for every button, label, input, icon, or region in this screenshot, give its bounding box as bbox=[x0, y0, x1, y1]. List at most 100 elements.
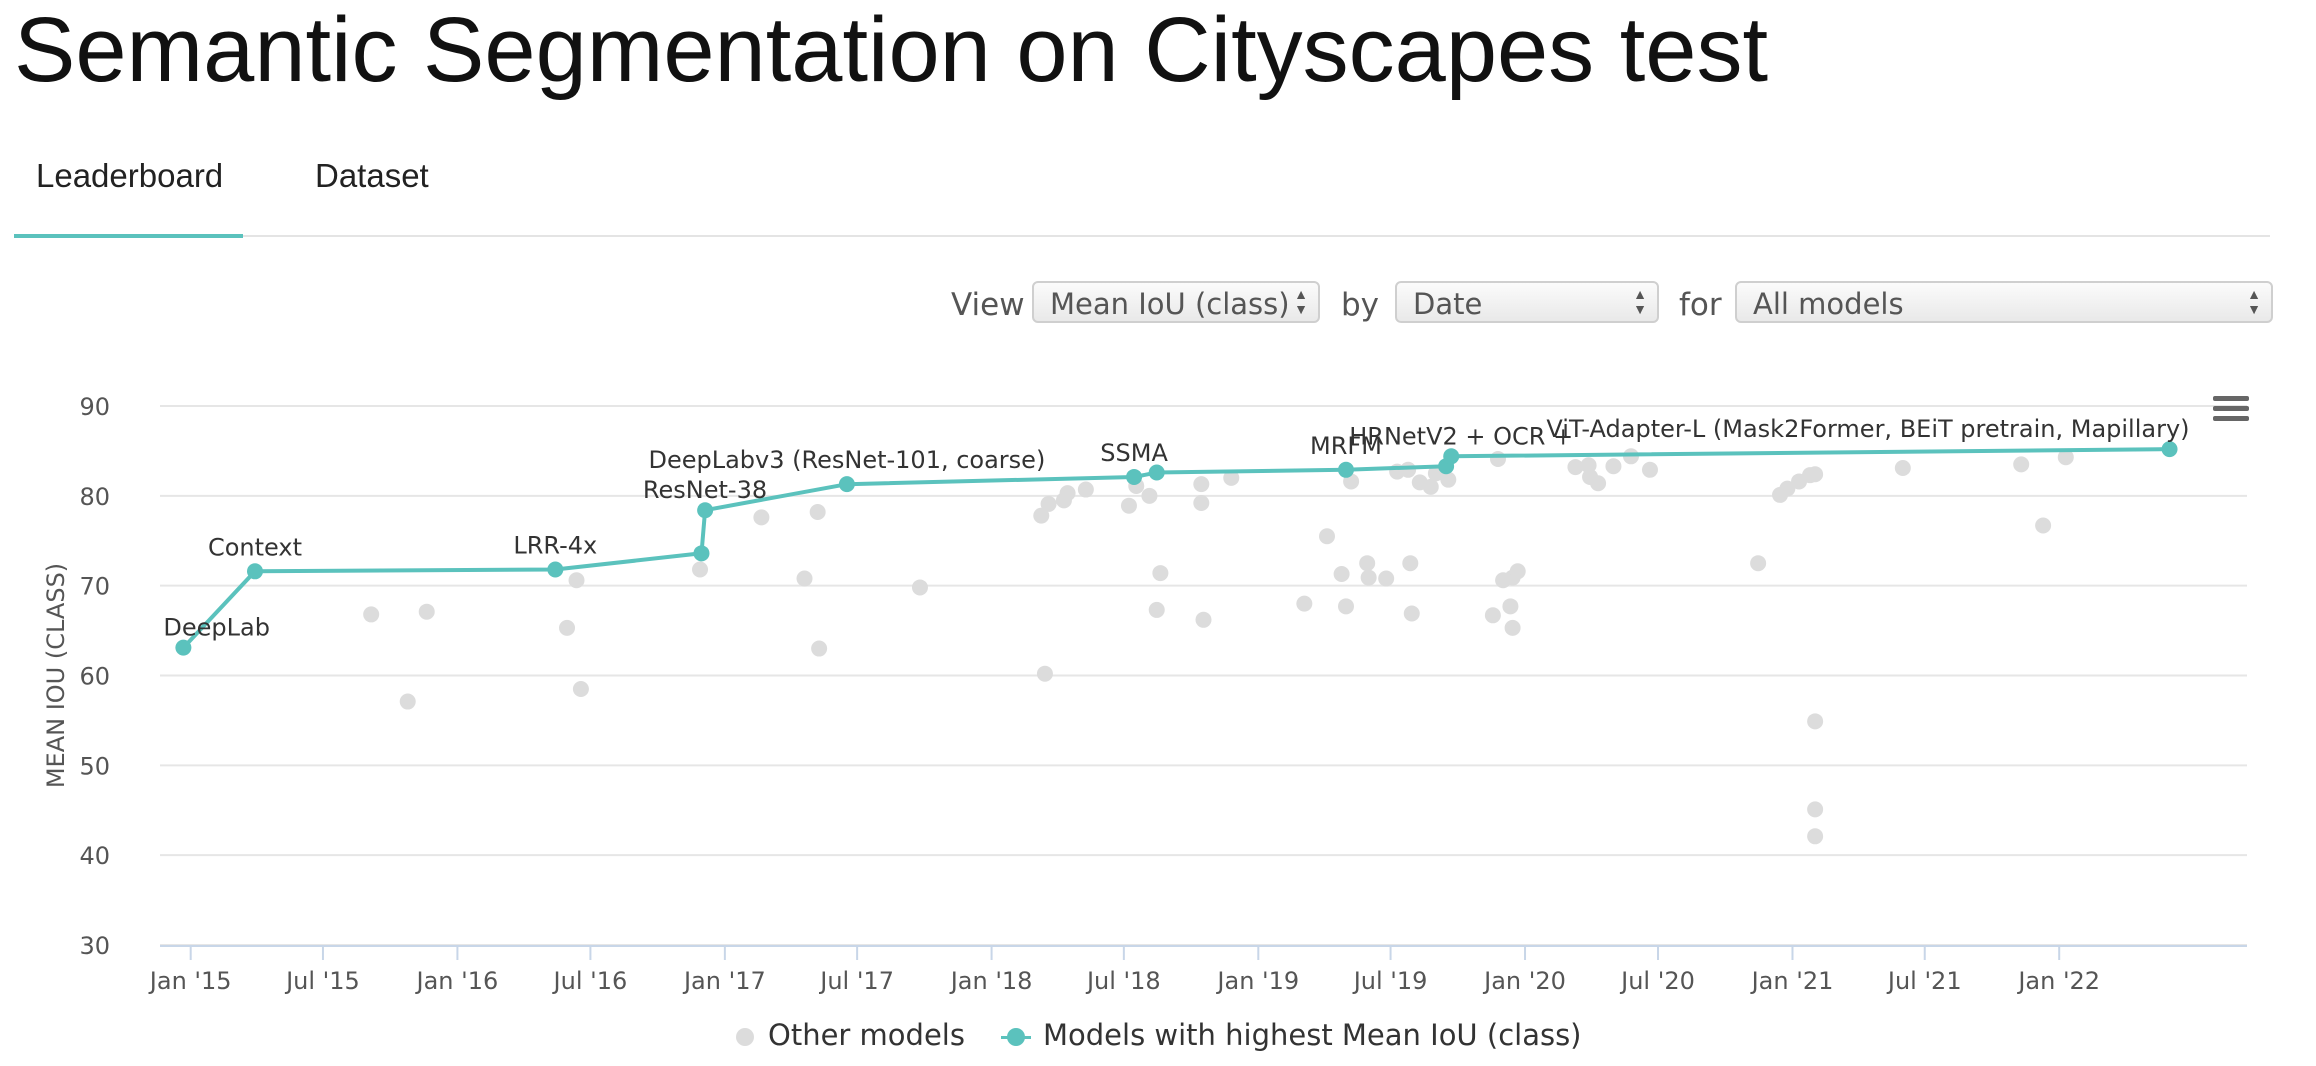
other-model-point bbox=[1779, 480, 1796, 497]
by-label: by bbox=[1341, 287, 1380, 323]
x-tick-label: Jul '17 bbox=[818, 967, 894, 995]
best-model-point bbox=[1337, 461, 1354, 478]
best-model-point bbox=[1148, 464, 1165, 481]
other-model-point bbox=[1807, 466, 1824, 483]
other-model-point bbox=[1403, 605, 1420, 622]
best-models-line bbox=[181, 447, 2170, 650]
other-model-point bbox=[692, 561, 709, 578]
other-model-point bbox=[911, 579, 928, 596]
select-arrows-icon: ▲ ▼ bbox=[2247, 286, 2261, 317]
y-tick-label: 80 bbox=[79, 483, 110, 511]
other-model-point bbox=[1337, 598, 1354, 615]
other-model-point bbox=[1807, 828, 1824, 845]
other-model-point bbox=[2057, 449, 2074, 466]
other-model-point bbox=[2013, 456, 2030, 473]
y-axis-title: MEAN IOU (CLASS) bbox=[42, 563, 70, 788]
page-title: Semantic Segmentation on Cityscapes test bbox=[14, 0, 1769, 101]
other-model-point bbox=[1807, 713, 1824, 730]
x-tick-label: Jan '20 bbox=[1482, 967, 1566, 995]
legend-best-label: Models with highest Mean IoU (class) bbox=[1043, 1018, 1582, 1052]
other-model-point bbox=[1040, 495, 1057, 512]
other-model-point bbox=[572, 680, 589, 697]
x-tick-label: Jul '16 bbox=[552, 967, 628, 995]
other-model-point bbox=[1148, 601, 1165, 618]
other-model-point bbox=[1360, 569, 1377, 586]
other-model-point bbox=[568, 572, 585, 589]
tab-dataset[interactable]: Dataset bbox=[315, 157, 429, 194]
point-label: LRR-4x bbox=[513, 531, 597, 559]
other-model-point bbox=[1059, 485, 1076, 502]
other-model-point bbox=[1605, 458, 1622, 475]
legend-best-models[interactable]: Models with highest Mean IoU (class) bbox=[1001, 1018, 1582, 1052]
point-label: HRNetV2 + OCR + bbox=[1349, 422, 1573, 450]
tab-bar: Leaderboard Dataset bbox=[14, 135, 2270, 238]
other-model-point bbox=[811, 640, 828, 657]
y-tick-label: 40 bbox=[79, 842, 110, 870]
y-tick-label: 50 bbox=[79, 752, 110, 780]
legend-line-icon bbox=[1001, 1028, 1031, 1046]
other-model-point bbox=[1120, 497, 1137, 514]
other-model-point bbox=[1195, 611, 1212, 628]
view-select[interactable]: Mean IoU (class) ▲ ▼ bbox=[1032, 281, 1320, 323]
view-select-value: Mean IoU (class) bbox=[1050, 287, 1290, 321]
x-tick-label: Jul '15 bbox=[284, 967, 360, 995]
for-select[interactable]: All models ▲ ▼ bbox=[1735, 281, 2273, 323]
y-tick-label: 70 bbox=[79, 573, 110, 601]
other-model-point bbox=[559, 619, 576, 636]
point-label: DeepLabv3 (ResNet-101, coarse) bbox=[648, 446, 1045, 474]
tab-leaderboard[interactable]: Leaderboard bbox=[36, 157, 224, 194]
best-model-point bbox=[246, 563, 263, 580]
best-model-point bbox=[175, 639, 192, 656]
other-model-point bbox=[1193, 495, 1210, 512]
x-tick-label: Jul '18 bbox=[1085, 967, 1161, 995]
chart: 30 40 50 60 70 80 90 Jan '15 Jul '15 Jan '16 Jul '… bbox=[42, 393, 2247, 995]
other-model-point bbox=[1296, 595, 1313, 612]
other-model-point bbox=[1894, 459, 1911, 476]
by-select[interactable]: Date ▲ ▼ bbox=[1395, 281, 1659, 323]
other-model-point bbox=[1141, 487, 1158, 504]
legend-other-label: Other models bbox=[768, 1018, 965, 1052]
other-model-point bbox=[1502, 598, 1519, 615]
other-model-point bbox=[1504, 619, 1521, 636]
select-arrows-icon: ▲ ▼ bbox=[1633, 286, 1647, 317]
x-tick-label: Jan '18 bbox=[949, 967, 1033, 995]
view-label: View bbox=[951, 287, 1025, 323]
x-tick-label: Jul '20 bbox=[1619, 967, 1695, 995]
x-tick-label: Jan '16 bbox=[415, 967, 499, 995]
y-tick-label: 60 bbox=[79, 663, 110, 691]
other-model-point bbox=[1509, 563, 1526, 580]
y-tick-label: 30 bbox=[79, 932, 110, 960]
x-tick-label: Jan '22 bbox=[2016, 967, 2100, 995]
legend-dot-icon bbox=[736, 1028, 754, 1046]
active-tab-indicator bbox=[14, 234, 243, 238]
other-model-point bbox=[753, 509, 770, 526]
other-model-point bbox=[1036, 665, 1053, 682]
point-label: DeepLab bbox=[163, 614, 270, 642]
other-model-point bbox=[1223, 469, 1240, 486]
other-model-point bbox=[418, 603, 435, 620]
other-model-point bbox=[1440, 471, 1457, 488]
other-model-point bbox=[1567, 459, 1584, 476]
other-model-point bbox=[1580, 457, 1597, 474]
other-model-point bbox=[1400, 461, 1417, 478]
legend-other-models[interactable]: Other models bbox=[736, 1018, 965, 1052]
other-model-point bbox=[1422, 478, 1439, 495]
other-model-point bbox=[1484, 607, 1501, 624]
by-select-value: Date bbox=[1413, 287, 1483, 321]
other-model-point bbox=[1590, 475, 1607, 492]
other-model-point bbox=[2035, 517, 2052, 534]
best-model-point bbox=[693, 545, 710, 562]
other-model-point bbox=[1489, 451, 1506, 468]
other-model-point bbox=[399, 693, 416, 710]
other-model-point bbox=[1318, 528, 1335, 545]
other-model-point bbox=[1333, 565, 1350, 582]
point-label: MRFM bbox=[1310, 432, 1382, 460]
point-label: SSMA bbox=[1100, 439, 1168, 467]
other-model-point bbox=[1033, 507, 1050, 524]
x-tick-label: Jul '21 bbox=[1886, 967, 1962, 995]
y-tick-label: 90 bbox=[79, 393, 110, 421]
best-model-point bbox=[838, 476, 855, 493]
hamburger-menu-icon[interactable] bbox=[2213, 396, 2249, 426]
best-model-point bbox=[1443, 448, 1460, 465]
other-model-point bbox=[1750, 555, 1767, 572]
